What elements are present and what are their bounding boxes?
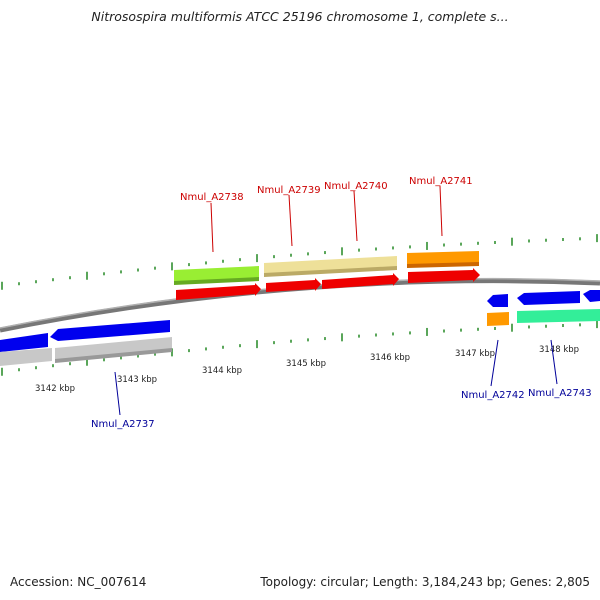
leader-line-nmul-a2740 xyxy=(353,190,358,242)
forward-gene-track xyxy=(176,268,480,300)
gene-label-nmul-a2743[interactable]: Nmul_A2743 xyxy=(528,388,592,399)
feature-block-gray-2[interactable] xyxy=(55,337,172,361)
leader-line-nmul-a2738 xyxy=(210,202,214,253)
reverse-gene-track xyxy=(0,290,600,352)
feature-block-orange-shade xyxy=(407,262,479,268)
tick-label-3147: 3147 kbp xyxy=(455,349,495,359)
leader-line-nmul-a2742 xyxy=(490,339,499,387)
upper-feature-track xyxy=(174,251,479,285)
gene-arrow-nmul-a2741[interactable] xyxy=(408,268,480,283)
accession-text: Accession: NC_007614 xyxy=(10,575,147,589)
gene-arrow-nmul-a2739[interactable] xyxy=(266,278,321,292)
feature-block-gray-shade xyxy=(55,348,172,363)
tick-label-3142: 3142 kbp xyxy=(35,384,75,394)
upper-tick-track xyxy=(1,234,598,290)
genome-summary-text: Topology: circular; Length: 3,184,243 bp… xyxy=(260,575,590,589)
gene-arrow-reverse-2[interactable] xyxy=(583,290,600,302)
feature-block-orange[interactable] xyxy=(407,251,479,266)
gene-arrow-nmul-a2742[interactable] xyxy=(487,294,508,307)
gene-arrow-nmul-a2738[interactable] xyxy=(176,283,261,300)
tick-label-3145: 3145 kbp xyxy=(286,359,326,369)
gene-label-nmul-a2739[interactable]: Nmul_A2739 xyxy=(257,185,321,196)
upper-gene-labels: Nmul_A2738 Nmul_A2739 Nmul_A2740 Nmul_A2… xyxy=(180,176,473,253)
gene-arrow-reverse-1[interactable] xyxy=(0,333,48,352)
leader-line-nmul-a2743 xyxy=(550,339,558,385)
gene-label-nmul-a2737[interactable]: Nmul_A2737 xyxy=(91,419,155,430)
gene-label-nmul-a2738[interactable]: Nmul_A2738 xyxy=(180,192,244,203)
gene-label-nmul-a2741[interactable]: Nmul_A2741 xyxy=(409,176,473,187)
gene-arrow-nmul-a2743[interactable] xyxy=(517,291,580,305)
lower-feature-track xyxy=(0,309,600,366)
tick-label-3144: 3144 kbp xyxy=(202,366,242,376)
lower-gene-labels: Nmul_A2737 Nmul_A2742 Nmul_A2743 xyxy=(91,339,592,430)
feature-block-gray-1[interactable] xyxy=(0,348,52,366)
coordinate-labels: 3142 kbp 3143 kbp 3144 kbp 3145 kbp 3146… xyxy=(35,345,579,394)
tick-label-3146: 3146 kbp xyxy=(370,353,410,363)
gene-label-nmul-a2742[interactable]: Nmul_A2742 xyxy=(461,390,525,401)
feature-block-khaki[interactable] xyxy=(264,256,397,275)
feature-block-teal[interactable] xyxy=(517,309,600,323)
gene-label-nmul-a2740[interactable]: Nmul_A2740 xyxy=(324,181,388,192)
feature-block-khaki-shade xyxy=(264,266,397,277)
leader-line-nmul-a2741 xyxy=(439,185,443,237)
leader-line-nmul-a2737 xyxy=(114,371,121,416)
tick-label-3143: 3143 kbp xyxy=(117,375,157,385)
gene-arrow-nmul-a2737[interactable] xyxy=(50,320,170,341)
gene-arrow-nmul-a2740[interactable] xyxy=(322,273,399,289)
map-title: Nitrosospira multiformis ATCC 25196 chro… xyxy=(91,9,509,24)
feature-block-green-shade xyxy=(174,277,259,285)
tick-label-3148: 3148 kbp xyxy=(539,345,579,355)
feature-block-orange-small[interactable] xyxy=(487,312,509,326)
leader-line-nmul-a2739 xyxy=(288,194,293,247)
